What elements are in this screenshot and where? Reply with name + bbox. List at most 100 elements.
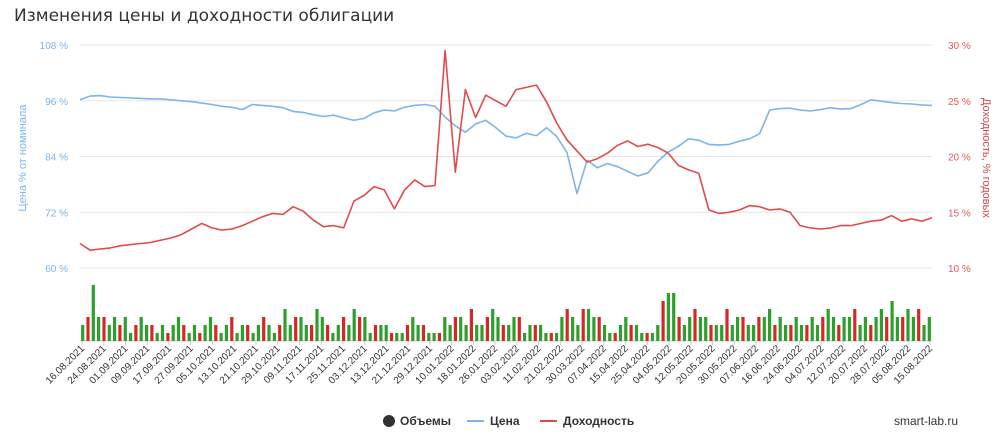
volume-bar <box>171 325 175 341</box>
volume-bar <box>528 325 532 341</box>
volume-bar <box>256 325 260 341</box>
volume-bar <box>155 333 159 341</box>
volume-bar <box>704 317 708 341</box>
yield-line <box>79 49 933 251</box>
volume-bar <box>576 325 580 341</box>
credit-link[interactable]: smart-lab.ru <box>893 414 958 428</box>
left-tick-label: 108 % <box>40 41 68 52</box>
volume-bar <box>869 325 873 341</box>
volume-bar <box>682 325 686 341</box>
series-lines <box>79 49 933 251</box>
volume-bar <box>666 293 670 341</box>
right-tick-label: 10 % <box>948 264 971 275</box>
volume-bar <box>741 317 745 341</box>
price-line <box>79 94 933 195</box>
volume-bar <box>762 317 766 341</box>
volume-bar <box>730 325 734 341</box>
volume-bar <box>533 325 537 341</box>
volume-bar <box>160 325 165 341</box>
volume-bar <box>586 309 591 341</box>
left-tick-label: 72 % <box>45 208 68 219</box>
volume-bar <box>384 325 388 341</box>
volume-bar <box>757 317 761 341</box>
volume-bar <box>389 333 394 341</box>
volume-bar <box>768 309 772 341</box>
volume-bar <box>874 317 878 341</box>
legend-volume-marker[interactable] <box>383 415 395 427</box>
volume-bar <box>501 325 505 341</box>
volume-bar <box>379 325 383 341</box>
volume-bar <box>752 325 756 341</box>
legend-yield-label[interactable]: Доходность <box>563 414 634 428</box>
volume-bar <box>352 309 356 341</box>
volume-bar <box>736 317 740 341</box>
volume-bar <box>443 317 447 341</box>
volume-bar <box>613 333 617 341</box>
volume-bar <box>421 325 426 341</box>
volume-bar <box>331 333 335 341</box>
volume-bars <box>81 285 931 341</box>
volume-bar <box>571 317 575 341</box>
volume-bar <box>118 325 122 341</box>
volume-bar <box>789 325 793 341</box>
volume-bar <box>517 317 521 341</box>
volume-bar <box>629 325 633 341</box>
volume-bar <box>698 317 702 341</box>
legend-volume-label[interactable]: Объемы <box>400 414 451 428</box>
legend-price-label[interactable]: Цена <box>490 414 520 428</box>
volume-bar <box>123 317 127 341</box>
volume-bar <box>150 325 154 341</box>
volume-bar <box>496 317 500 341</box>
volume-bar <box>714 325 718 341</box>
volume-bar <box>725 309 729 341</box>
chart-title: Изменения цены и доходности облигации <box>14 6 395 26</box>
volume-bar <box>773 325 777 341</box>
volume-bar <box>219 333 223 341</box>
volume-bar <box>640 333 644 341</box>
volume-bar <box>347 325 351 341</box>
right-tick-label: 15 % <box>948 208 971 219</box>
volume-bar <box>453 317 457 341</box>
volume-bar <box>661 301 665 341</box>
volume-bar <box>262 317 266 341</box>
volume-bar <box>182 325 186 341</box>
left-axis-title: Цена % от номинала <box>17 104 29 212</box>
volume-bar <box>805 325 809 341</box>
volume-bar <box>565 309 569 341</box>
volume-bar <box>342 317 346 341</box>
volume-bar <box>203 325 207 341</box>
volume-bar <box>592 317 596 341</box>
volume-bar <box>810 317 814 341</box>
volume-bar <box>911 317 915 341</box>
volume-bar <box>320 317 324 341</box>
volume-bar <box>778 317 782 341</box>
volume-bar <box>224 325 228 341</box>
volume-bar <box>166 333 170 341</box>
volume-bar <box>176 317 181 341</box>
volume-bar <box>555 333 559 341</box>
left-tick-label: 60 % <box>45 264 68 275</box>
volume-bar <box>310 325 314 341</box>
volume-bar <box>837 325 841 341</box>
volume-bar <box>890 301 894 341</box>
volume-bar <box>475 325 479 341</box>
volume-bar <box>129 333 133 341</box>
volume-bar <box>901 317 905 341</box>
volume-bar <box>91 285 95 341</box>
volume-bar <box>437 333 441 341</box>
legend[interactable]: Объемы Цена Доходность <box>383 414 634 428</box>
left-tick-label: 96 % <box>45 97 68 108</box>
volume-bar <box>448 325 452 341</box>
volume-bar <box>618 325 623 341</box>
volume-bar <box>523 333 527 341</box>
volume-bar <box>826 309 830 341</box>
volume-bar <box>373 325 378 341</box>
volume-bar <box>831 317 836 341</box>
volume-bar <box>480 325 484 341</box>
volume-bar <box>416 325 420 341</box>
volume-bar <box>81 325 85 341</box>
volume-bar <box>432 333 436 341</box>
volume-bar <box>400 333 404 341</box>
volume-bar <box>602 325 607 341</box>
volume-bar <box>459 317 463 341</box>
